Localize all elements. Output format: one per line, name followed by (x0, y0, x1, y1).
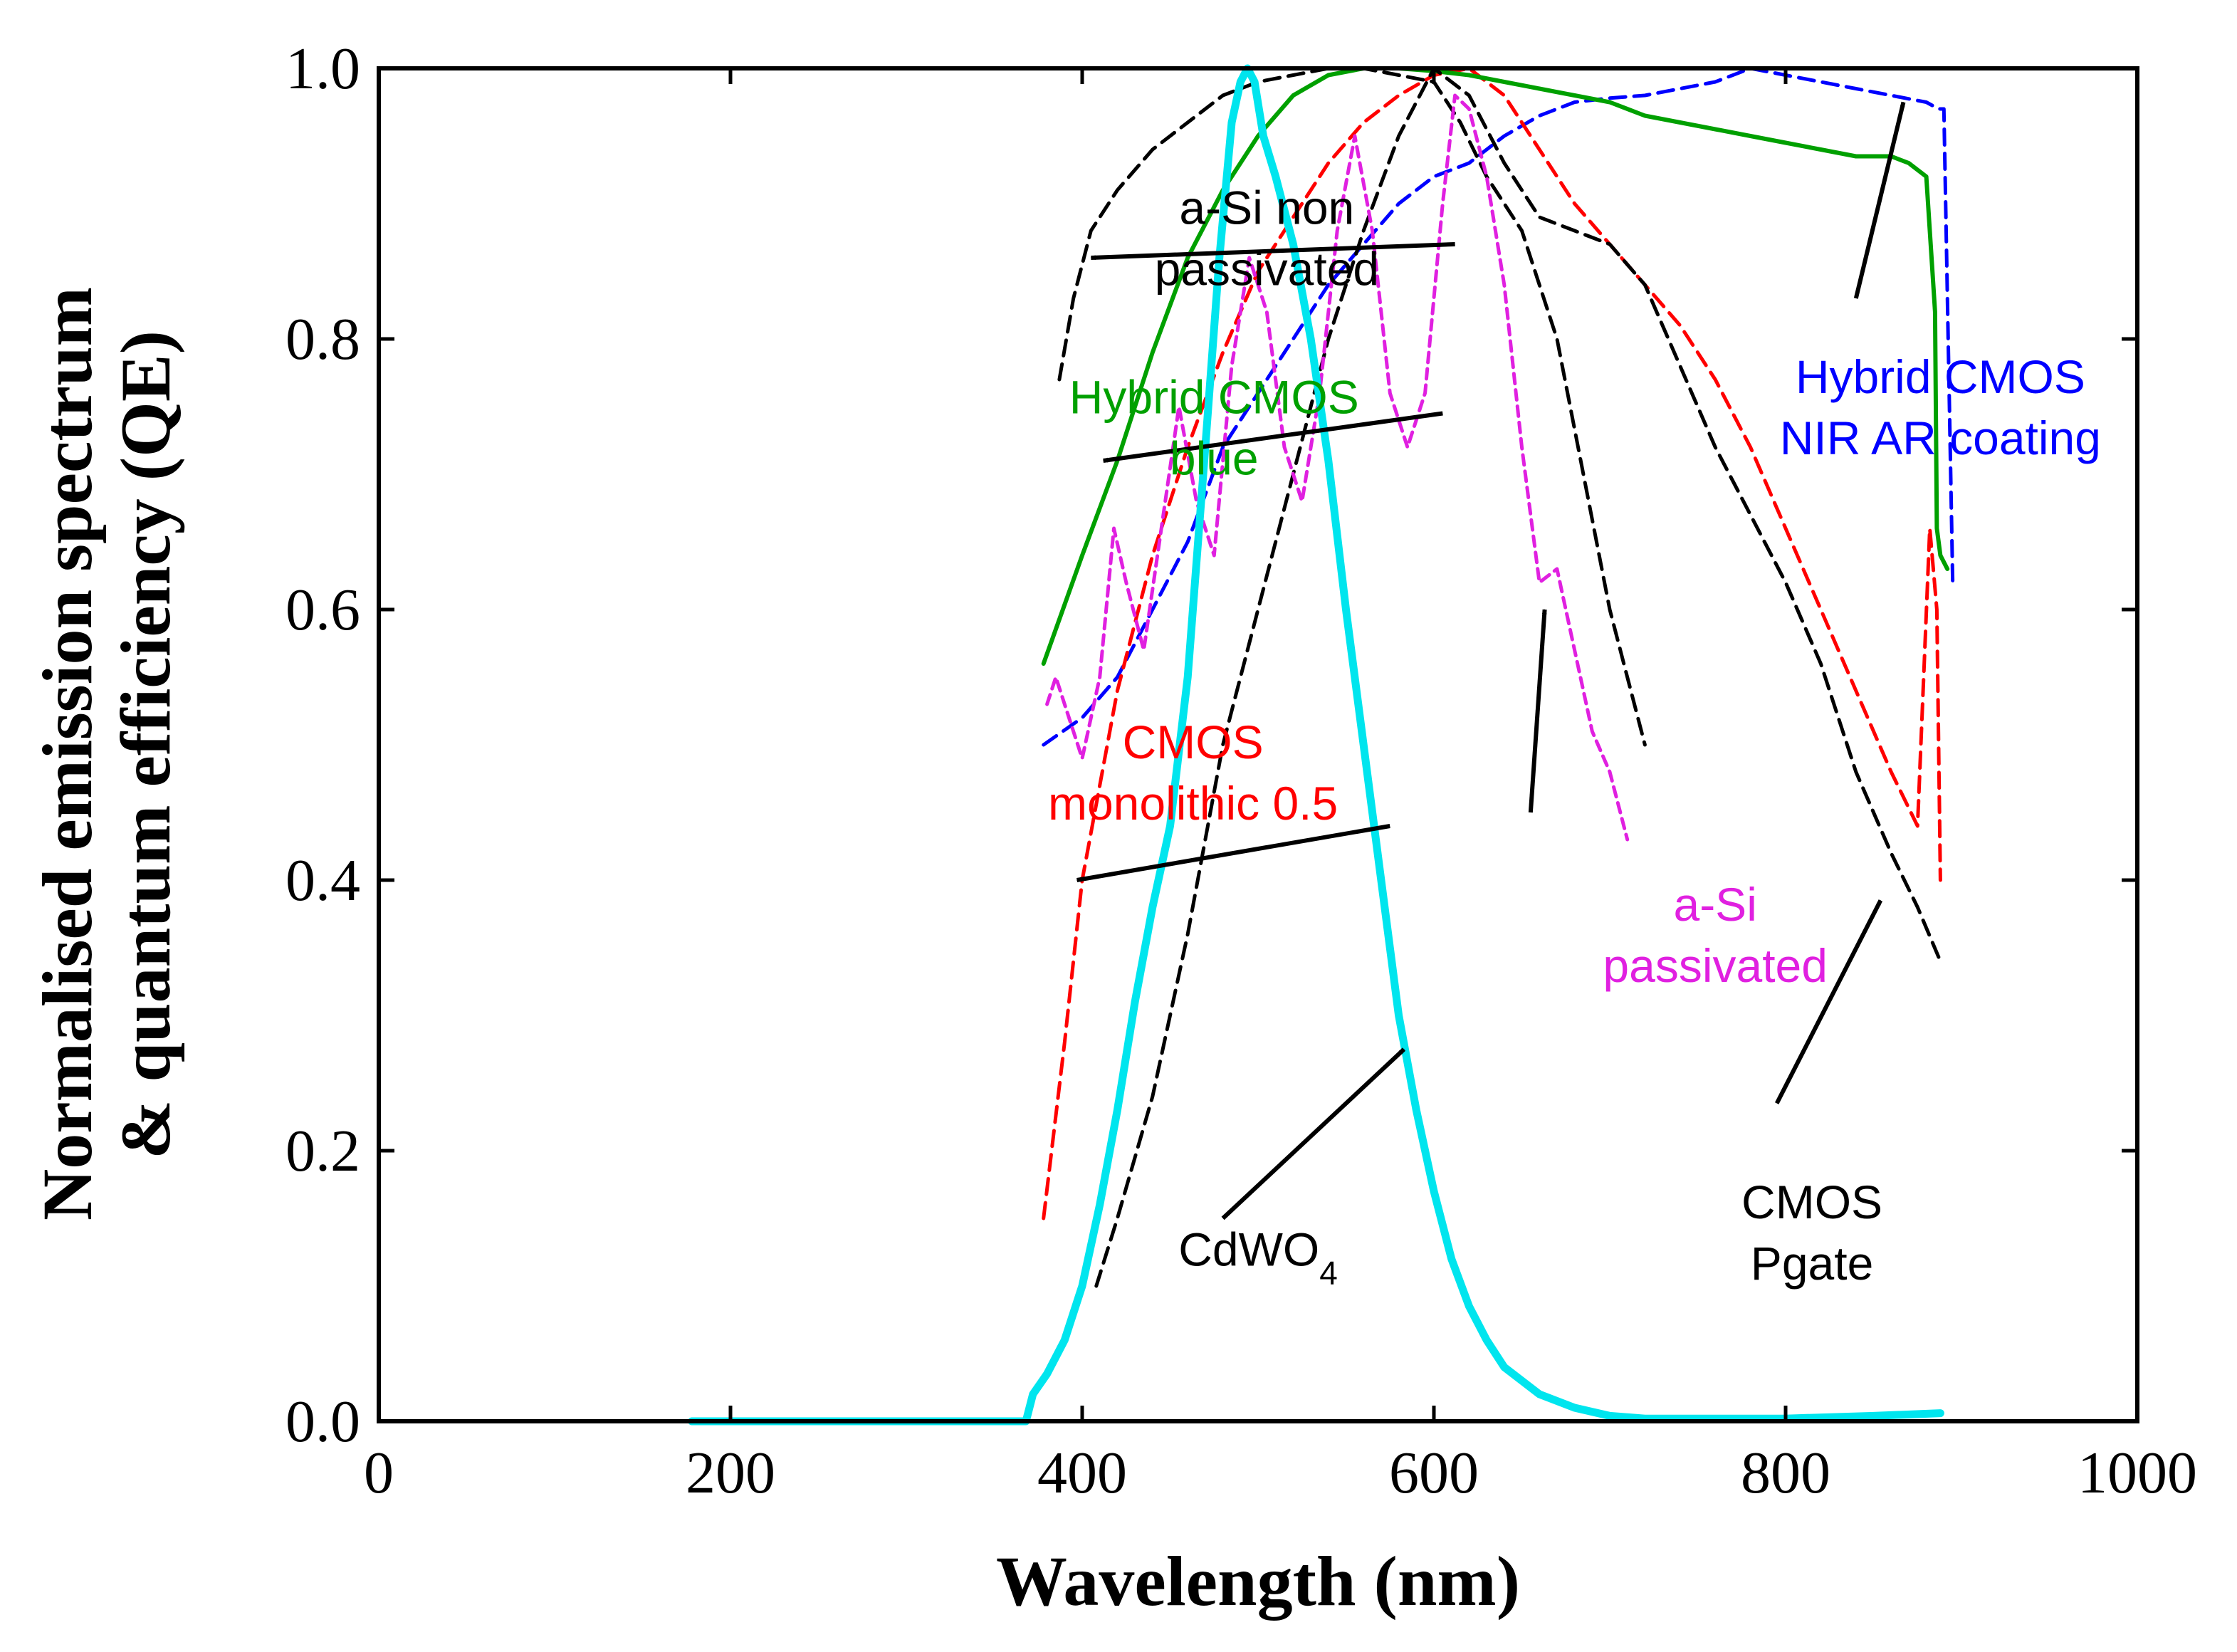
plot-area-frame (377, 66, 2139, 1423)
annotation-label-a-si-non-passivated: a-Si non passivated (1155, 182, 1380, 296)
annotation-arrow-cmos-monolithic-0-5 (1076, 824, 1390, 882)
series-line-hybrid-cmos-nir-ar-coating (1042, 66, 1955, 747)
annotation-arrow-cmos-pgate (1774, 899, 1883, 1104)
y-tick-label: 0.4 (285, 847, 360, 914)
y-tick-label: 1.0 (285, 36, 360, 102)
annotation-arrow-a-si-non-passivated (1090, 242, 1455, 261)
annotation-label-cmos-monolithic-0-5: CMOS monolithic 0.5 (1048, 716, 1338, 830)
annotation-layer: a-Si non passivated Hybrid CMOS blue CMOS mon… (1048, 101, 2101, 1292)
x-tick-label: 200 (686, 1440, 775, 1506)
series-line-cdwo4 (688, 64, 1944, 1426)
annotation-label-a-si-passivated: a-Si passivated (1603, 878, 1828, 992)
annotation-label-cmos-pgate: CMOS Pgate (1741, 1176, 1882, 1290)
series-layer (688, 64, 1955, 1426)
annotation-label-hybrid-cmos-blue: Hybrid CMOS blue (1069, 371, 1359, 485)
series-line-cmos-pgate (1094, 66, 1942, 1288)
x-tick-label: 0 (364, 1440, 394, 1506)
x-axis-title: Wavelength (nm) (996, 1542, 1520, 1621)
y-axis-title-line-2: & quantum efficiency (QE) (106, 330, 185, 1159)
x-tick-label: 600 (1389, 1440, 1479, 1506)
tick-layer: 0 200 400 600 800 1000 0.0 0.2 0.4 0.6 0.8 1.0 (285, 36, 2197, 1506)
annotation-label-cdwo4: CdWO4 (1178, 1223, 1338, 1292)
y-tick-label: 0.0 (285, 1389, 360, 1455)
y-axis-title-line-1: Normalised emission spectrum (28, 287, 107, 1220)
annotation-label-hybrid-cmos-nir-ar-coating: Hybrid CMOS NIR AR coating (1780, 350, 2101, 464)
x-tick-label: 400 (1037, 1440, 1127, 1506)
series-line-cmos-monolithic-0-5 (1042, 66, 1942, 1220)
x-tick-label: 1000 (2078, 1440, 2197, 1506)
y-axis-title: Normalised emission spectrum & quantum e… (28, 269, 185, 1220)
x-tick-label: 800 (1741, 1440, 1830, 1506)
y-tick-label: 0.8 (285, 306, 360, 372)
annotation-arrow-cdwo4 (1221, 1047, 1406, 1220)
y-tick-label: 0.6 (285, 577, 360, 643)
series-line-a-si-passivated (1045, 93, 1630, 842)
annotation-arrow-hybrid-cmos-nir-ar-coating (1853, 101, 1906, 299)
y-tick-label: 0.2 (285, 1118, 360, 1184)
annotation-arrow-a-si-passivated (1528, 609, 1547, 813)
annotation-arrow-hybrid-cmos-blue (1102, 411, 1443, 463)
